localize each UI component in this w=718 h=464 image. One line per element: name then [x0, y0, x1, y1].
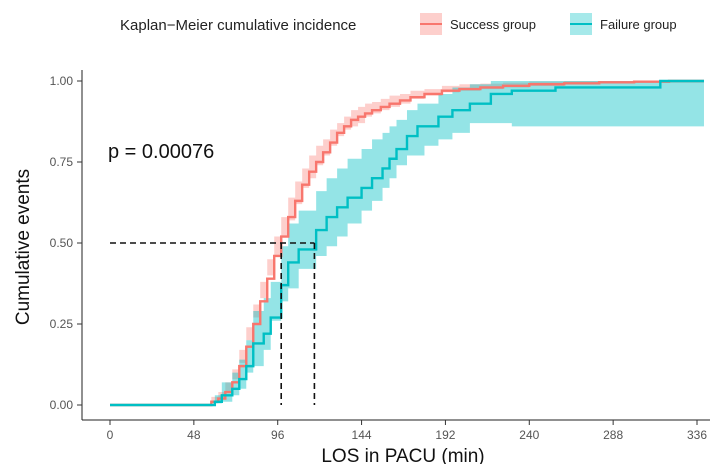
success-group-step-line — [110, 79, 704, 407]
failure-group-ci-band — [110, 81, 704, 405]
y-axis-title: Cumulative events — [13, 169, 34, 325]
y-tick-label: 0.25 — [50, 317, 74, 331]
y-tick-label: 0.75 — [50, 155, 74, 169]
y-tick-label: 0.00 — [50, 398, 74, 412]
legend-item-1: Failure group — [570, 13, 677, 35]
y-tick-label: 1.00 — [50, 74, 74, 88]
x-tick-label: 96 — [271, 428, 285, 442]
confidence-bands — [110, 81, 704, 405]
legend-title: Kaplan−Meier cumulative incidence — [120, 17, 356, 34]
p-value-annotation: p = 0.00076 — [108, 141, 214, 163]
x-tick-label: 144 — [352, 428, 372, 442]
y-tick-label: 0.50 — [50, 236, 74, 250]
x-axis-title: LOS in PACU (min) — [321, 446, 484, 464]
legend: Kaplan−Meier cumulative incidence Succes… — [120, 13, 677, 35]
series-lines — [110, 79, 704, 407]
median-guides — [110, 242, 316, 405]
x-tick-label: 288 — [603, 428, 623, 442]
x-tick-label: 192 — [435, 428, 455, 442]
legend-item-0: Success group — [420, 13, 536, 35]
failure-group-step-line — [110, 79, 704, 407]
legend-label: Success group — [450, 17, 536, 32]
x-tick-label: 336 — [687, 428, 707, 442]
x-tick-label: 48 — [187, 428, 201, 442]
axes: 0 48 96 144 192 240 288 336 0.00 0.25 0.50 0.75 1.00 — [50, 70, 710, 442]
x-tick-label: 240 — [519, 428, 539, 442]
x-tick-label: 0 — [107, 428, 114, 442]
legend-label: Failure group — [600, 17, 677, 32]
